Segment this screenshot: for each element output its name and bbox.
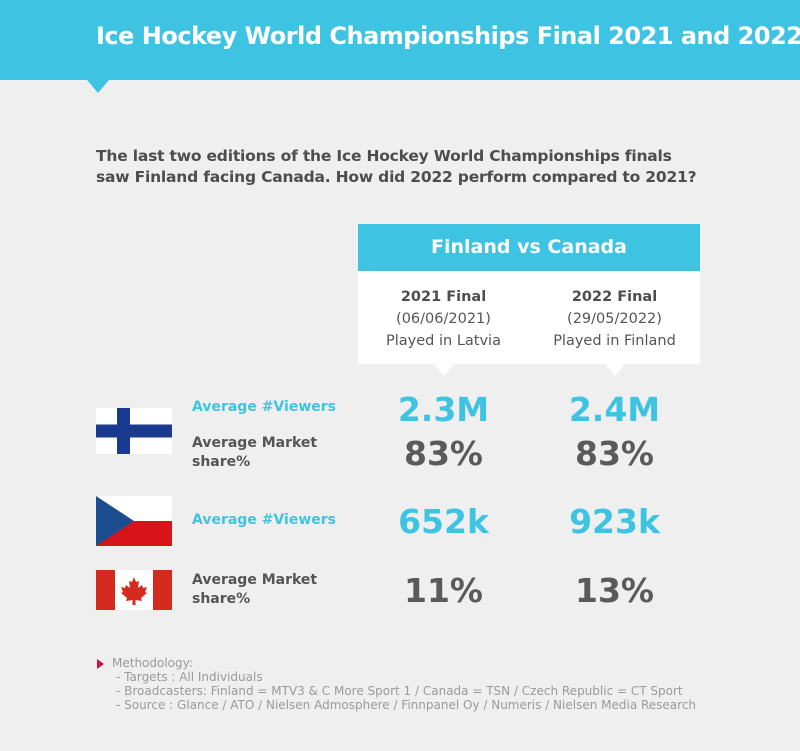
finland-viewers-2021: 2.3M	[397, 390, 490, 429]
canada-share-label: Average Market share%	[192, 571, 317, 609]
column-2021-final: 2021 Final	[400, 289, 487, 305]
intro-line-2: saw Finland facing Canada. How did 2022 …	[96, 168, 697, 186]
finland-viewers-label: Average #Viewers	[192, 399, 336, 415]
column-2022-final: 2022 Final	[571, 289, 658, 305]
canada-share-label-line-1: Average Market	[192, 572, 318, 588]
column-2022: 2022 Final (29/05/2022) Played in Finlan…	[529, 286, 700, 352]
finland-share-2021: 83%	[404, 434, 483, 473]
column-2021: 2021 Final (06/06/2021) Played in Latvia	[358, 286, 529, 352]
column-2022-date: (29/05/2022)	[567, 311, 662, 327]
card-title: Finland vs Canada	[358, 224, 700, 271]
finland-share-label-line-1: Average Market	[192, 435, 318, 451]
header-pointer	[87, 80, 109, 93]
page-title: Ice Hockey World Championships Final 202…	[96, 22, 800, 50]
intro-text: The last two editions of the Ice Hockey …	[96, 146, 716, 188]
canada-share-2021: 11%	[404, 571, 483, 610]
intro-line-1: The last two editions of the Ice Hockey …	[96, 147, 672, 165]
canada-share-label-line-2: share%	[192, 591, 251, 607]
finland-viewers-2022: 2.4M	[568, 390, 661, 429]
czech-viewers-2021: 652k	[398, 502, 489, 541]
column-2022-venue: Played in Finland	[553, 333, 676, 349]
czech-republic-flag-icon	[96, 496, 172, 546]
finland-share-label-line-2: share%	[192, 454, 251, 470]
methodology-targets: - Targets : All Individuals	[116, 670, 263, 684]
canada-flag-icon	[96, 570, 172, 610]
methodology-title: Methodology:	[112, 656, 193, 670]
czech-viewers-2022: 923k	[569, 502, 660, 541]
column-2021-venue: Played in Latvia	[386, 333, 501, 349]
column-2021-date: (06/06/2021)	[396, 311, 491, 327]
czech-viewers-label: Average #Viewers	[192, 512, 336, 528]
maple-leaf-icon	[121, 577, 147, 605]
column-2022-pointer	[605, 364, 625, 376]
column-2021-pointer	[434, 364, 454, 376]
canada-share-2022: 13%	[575, 571, 654, 610]
finland-share-2022: 83%	[575, 434, 654, 473]
finland-flag-icon	[96, 408, 172, 454]
methodology-marker-icon	[97, 659, 104, 669]
header-banner: Ice Hockey World Championships Final 202…	[0, 0, 800, 80]
methodology-source: - Source : Glance / ATO / Nielsen Admosp…	[116, 698, 697, 712]
methodology-notes: - Targets : All Individuals - Broadcaste…	[116, 670, 696, 712]
comparison-card: Finland vs Canada 2021 Final (06/06/2021…	[358, 224, 700, 376]
finland-share-label: Average Market share%	[192, 434, 317, 472]
methodology-broadcasters: - Broadcasters: Finland = MTV3 & C More …	[116, 684, 683, 698]
